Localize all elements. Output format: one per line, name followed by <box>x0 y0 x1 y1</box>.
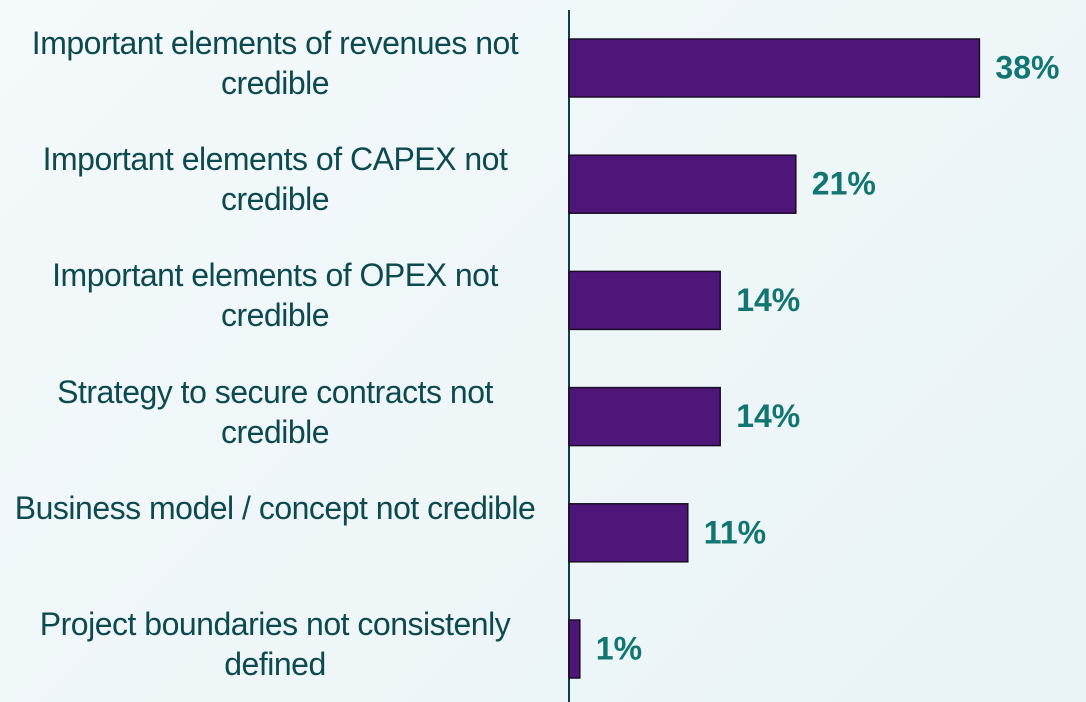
category-label: Project boundaries not consistenly defin… <box>39 606 511 682</box>
value-label: 1% <box>596 630 642 666</box>
value-label: 11% <box>704 514 766 550</box>
category-label: Important elements of OPEX not credible <box>52 257 498 334</box>
bar <box>568 386 721 447</box>
category-label: Important elements of CAPEX not credible <box>42 141 508 218</box>
category-label: Strategy to secure contracts not credibl… <box>57 373 493 450</box>
value-label: 38% <box>995 49 1059 85</box>
bar <box>568 154 797 214</box>
category-label: Important elements of revenues not credi… <box>31 25 519 101</box>
bar <box>568 38 981 98</box>
bar <box>568 270 721 331</box>
bar <box>568 503 689 563</box>
value-label: 14% <box>736 282 800 318</box>
category-label: Business model / concept not credible <box>14 489 536 526</box>
bar <box>568 619 581 679</box>
value-label: 14% <box>736 398 800 434</box>
value-label: 21% <box>812 166 876 202</box>
